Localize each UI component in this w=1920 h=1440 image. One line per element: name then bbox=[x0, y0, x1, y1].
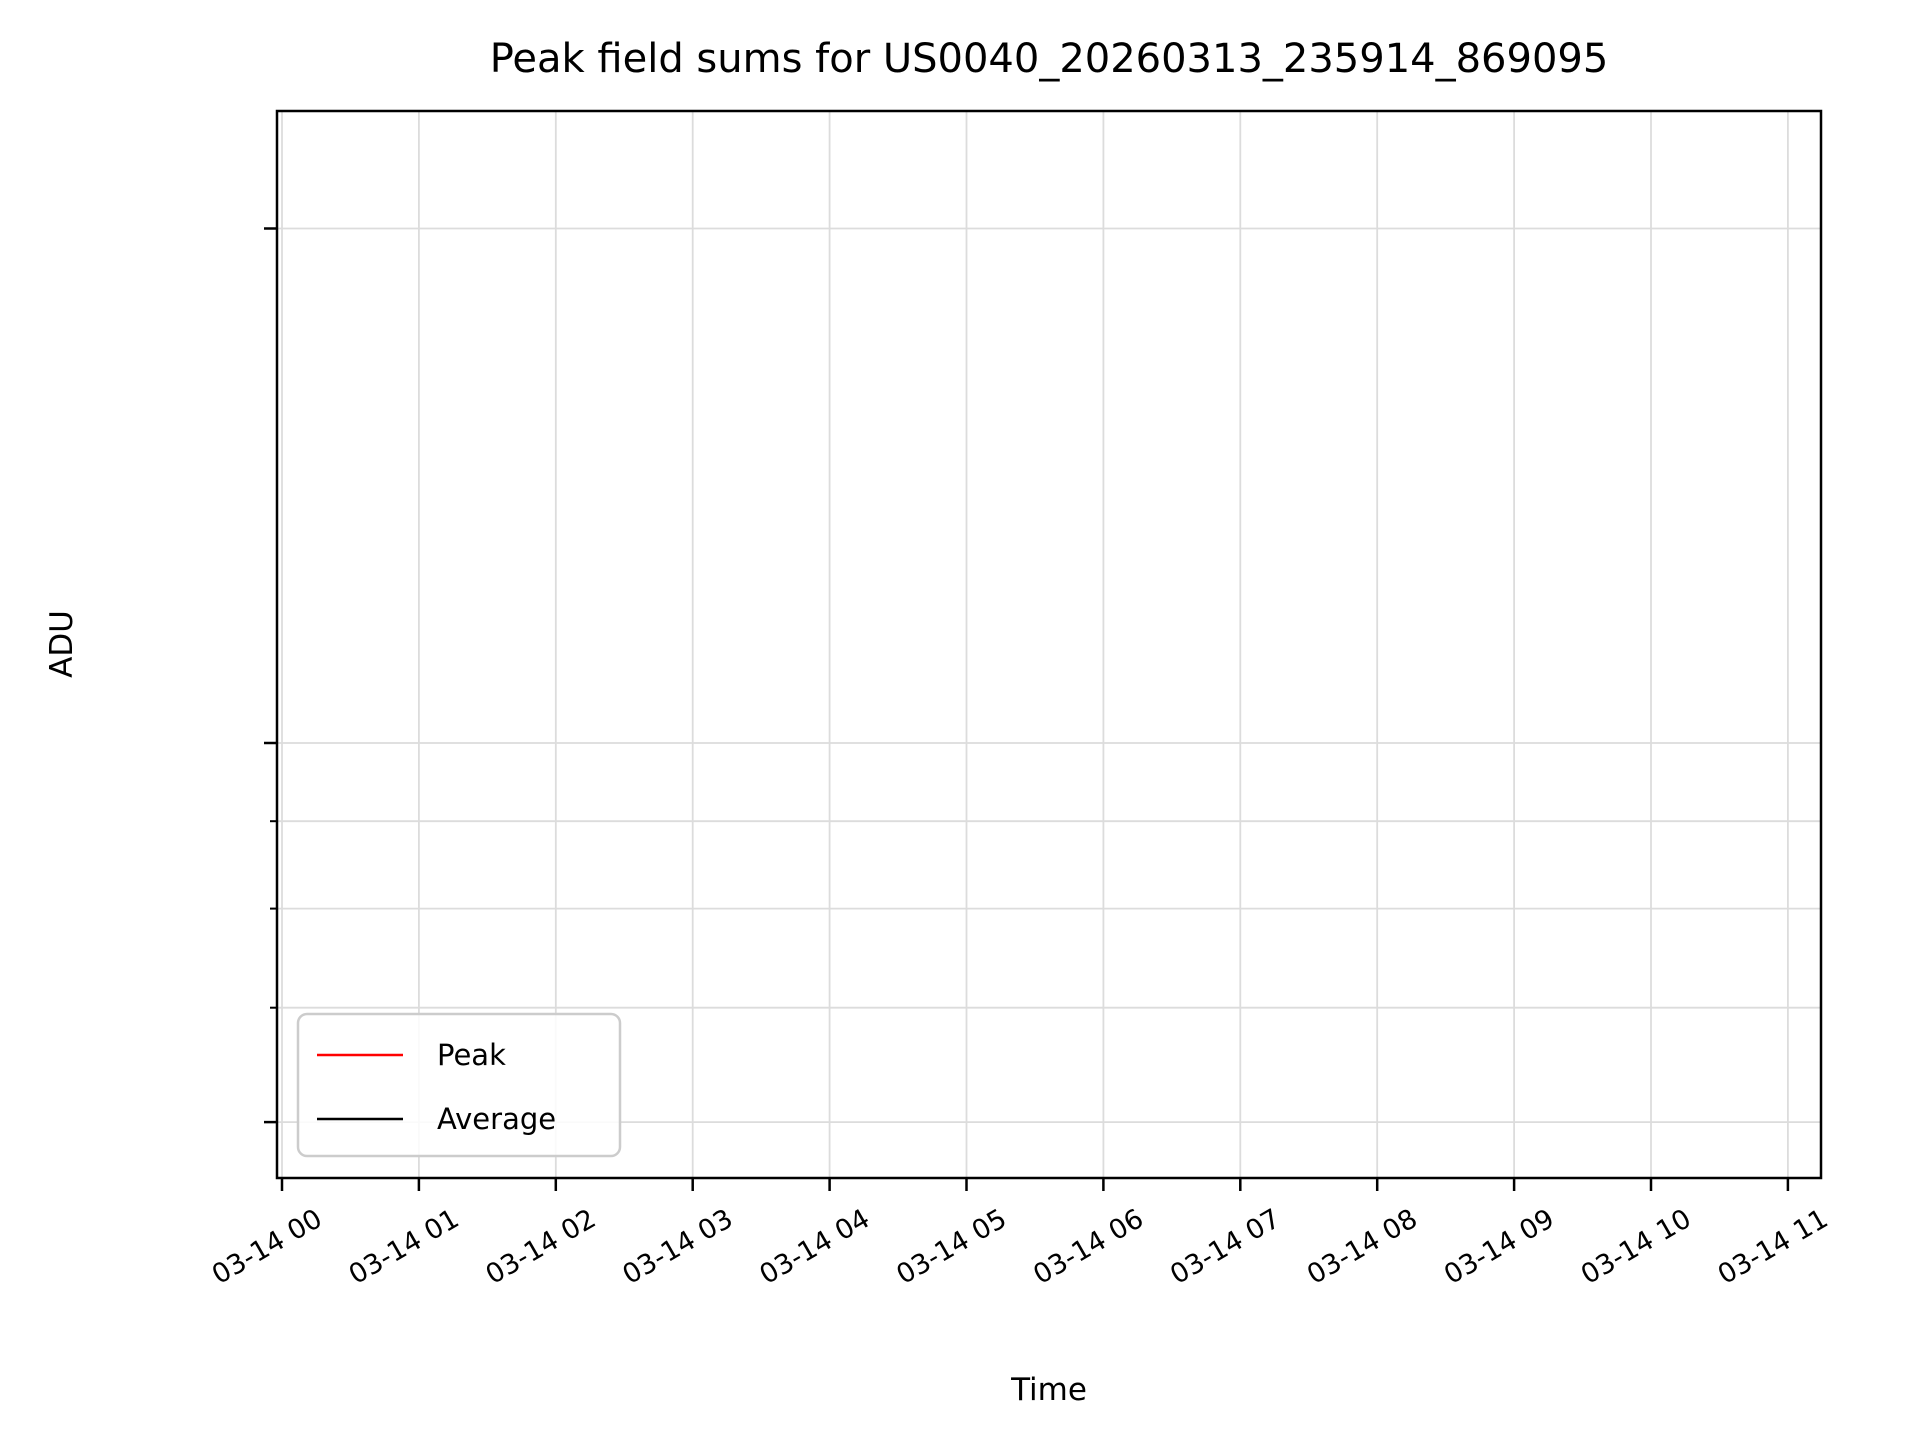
x-tick-label: 03-14 06 bbox=[1028, 1203, 1149, 1291]
legend-box bbox=[296, 1012, 622, 1158]
x-tick-label: 03-14 03 bbox=[618, 1203, 739, 1291]
y-tick-marks bbox=[264, 227, 277, 1124]
x-tick-label: 03-14 05 bbox=[891, 1203, 1012, 1291]
y-gridlines bbox=[277, 227, 1821, 1123]
x-gridlines bbox=[281, 111, 1789, 1178]
x-axis-label: Time bbox=[1010, 1372, 1087, 1408]
legend-average-label: Average bbox=[437, 1102, 556, 1136]
x-tick-labels: 03-14 00 03-14 01 03-14 02 03-14 03 03-14 04… bbox=[207, 1203, 1834, 1291]
axes-spines bbox=[275, 109, 1823, 1180]
x-tick-label: 03-14 09 bbox=[1439, 1203, 1560, 1291]
x-tick-label: 03-14 02 bbox=[481, 1203, 602, 1291]
legend-peak-label: Peak bbox=[437, 1038, 506, 1072]
x-tick-label: 03-14 00 bbox=[207, 1203, 328, 1291]
x-tick-label: 03-14 01 bbox=[344, 1203, 465, 1291]
y-axis-label: ADU bbox=[44, 610, 80, 678]
legend: Peak Average bbox=[296, 1012, 622, 1158]
x-tick-label: 03-14 11 bbox=[1713, 1203, 1834, 1291]
x-tick-marks bbox=[280, 1178, 1790, 1191]
x-tick-label: 03-14 10 bbox=[1576, 1203, 1697, 1291]
x-tick-label: 03-14 07 bbox=[1165, 1203, 1286, 1291]
chart-title: Peak field sums for US0040_20260313_2359… bbox=[490, 36, 1609, 82]
x-tick-label: 03-14 04 bbox=[754, 1203, 875, 1291]
x-tick-label: 03-14 08 bbox=[1302, 1203, 1423, 1291]
plot-area bbox=[277, 111, 1821, 1178]
